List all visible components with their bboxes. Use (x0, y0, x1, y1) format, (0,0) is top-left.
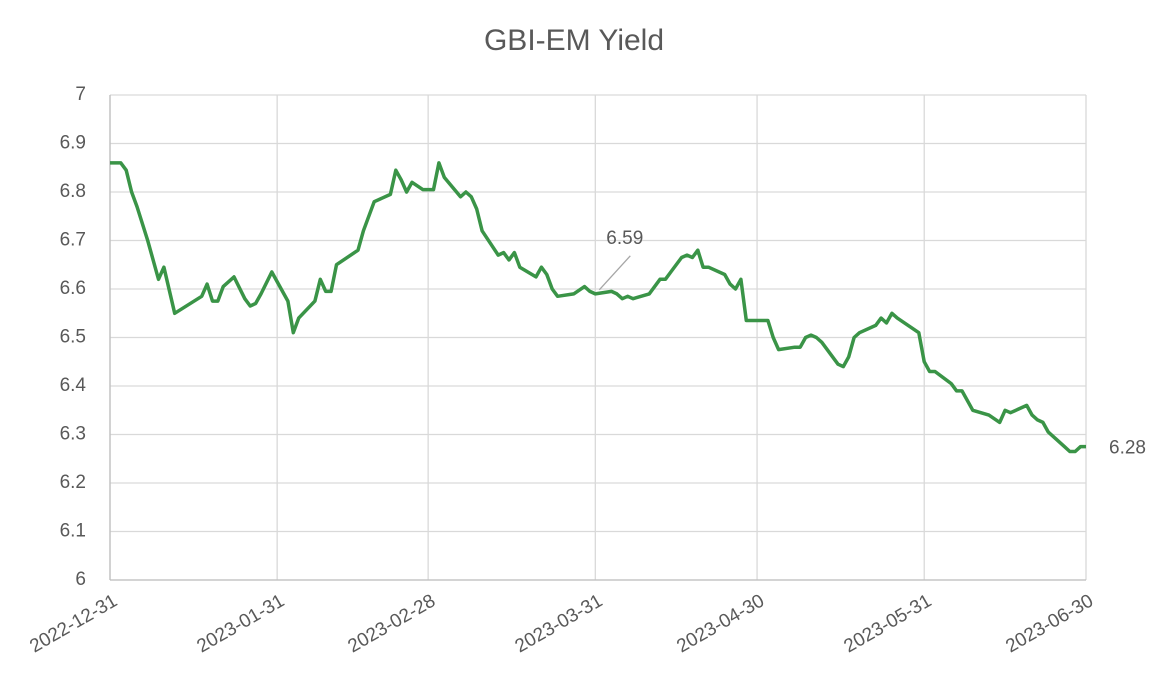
x-tick-label: 2023-05-31 (841, 590, 936, 657)
y-tick-label: 6.3 (60, 424, 86, 445)
y-tick-label: 6 (75, 569, 86, 590)
series-line (110, 161, 1086, 454)
y-tick-label: 7 (75, 84, 86, 105)
y-tick-label: 6.1 (60, 521, 86, 542)
y-tick-label: 6.2 (60, 472, 86, 493)
x-tick-label: 2023-06-30 (1002, 590, 1097, 657)
leader-line (598, 255, 631, 291)
data-label: 6.59 (606, 228, 643, 249)
y-tick-label: 6.7 (60, 230, 86, 251)
y-tick-label: 6.9 (60, 133, 86, 154)
x-tick-label: 2023-01-31 (193, 590, 288, 657)
x-tick-label: 2022-12-31 (26, 590, 121, 657)
data-label: 6.28 (1109, 438, 1146, 459)
y-tick-label: 6.5 (60, 327, 86, 348)
x-tick-label: 2023-04-30 (673, 590, 768, 657)
y-tick-label: 6.4 (60, 375, 87, 396)
chart-title: GBI-EM Yield (484, 24, 664, 57)
y-tick-label: 6.8 (60, 181, 86, 202)
x-tick-label: 2023-02-28 (344, 590, 439, 657)
y-tick-label: 6.6 (60, 278, 86, 299)
x-tick-label: 2023-03-31 (512, 590, 607, 657)
